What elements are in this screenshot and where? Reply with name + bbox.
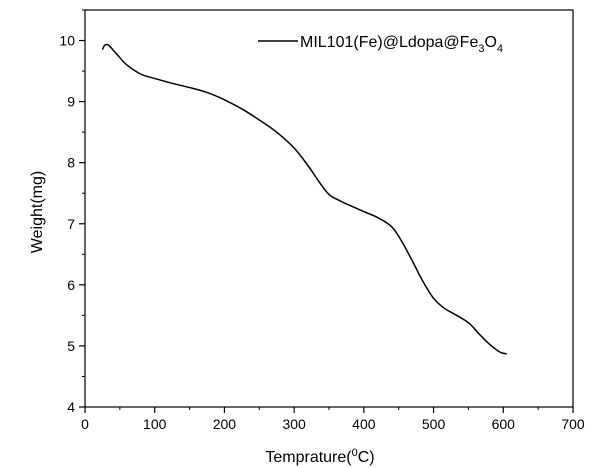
y-tick-label: 4 bbox=[67, 399, 75, 415]
y-axis-title: Weight(mg) bbox=[29, 171, 46, 253]
series-layer bbox=[101, 43, 507, 355]
x-tick-label: 0 bbox=[81, 416, 89, 432]
y-axis: 4 5 6 7 8 9 10 bbox=[59, 9, 85, 415]
y-tick-label: 10 bbox=[59, 33, 75, 49]
x-tick-label: 600 bbox=[492, 416, 516, 432]
legend-label: MIL101(Fe)@Ldopa@Fe3O4 bbox=[300, 34, 503, 55]
series-line-0 bbox=[101, 43, 507, 355]
y-tick-label: 6 bbox=[67, 277, 75, 293]
x-tick-label: 100 bbox=[143, 416, 167, 432]
y-tick-label: 9 bbox=[67, 94, 75, 110]
x-axis-title: Temprature(0C) bbox=[265, 447, 374, 466]
x-tick-label: 300 bbox=[282, 416, 306, 432]
x-tick-label: 700 bbox=[561, 416, 585, 432]
x-tick-label: 400 bbox=[352, 416, 376, 432]
plot-frame bbox=[84, 9, 574, 408]
plot-border bbox=[84, 9, 574, 408]
y-tick-label: 7 bbox=[67, 216, 75, 232]
legend: MIL101(Fe)@Ldopa@Fe3O4 bbox=[258, 34, 503, 55]
y-tick-label: 8 bbox=[67, 155, 75, 171]
x-tick-label: 500 bbox=[422, 416, 446, 432]
x-tick-label: 200 bbox=[213, 416, 237, 432]
x-axis: 0 100 200 300 400 500 600 700 bbox=[81, 407, 585, 432]
y-tick-label: 5 bbox=[67, 338, 75, 354]
